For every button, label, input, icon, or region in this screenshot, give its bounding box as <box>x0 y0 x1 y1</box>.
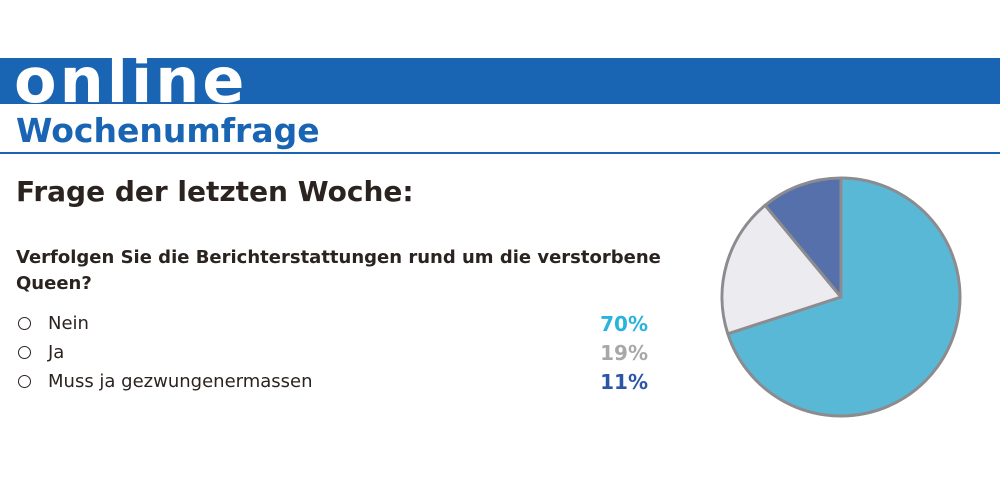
pie-slice-nein <box>726 176 962 418</box>
radio-icon[interactable] <box>18 317 31 330</box>
pie-slice-ja <box>720 203 843 336</box>
option-percent: 70% <box>600 312 648 336</box>
radio-icon[interactable] <box>18 346 31 359</box>
option-label: Ja <box>48 342 65 363</box>
poll-question: Verfolgen Sie die Berichterstattungen ru… <box>16 247 661 294</box>
option-nein[interactable]: Nein 70% <box>16 312 648 341</box>
option-ja[interactable]: Ja 19% <box>16 341 648 370</box>
pie-slice-muss <box>763 176 843 299</box>
option-percent: 11% <box>600 370 648 394</box>
pie-chart <box>720 176 962 418</box>
banner-title: online <box>14 58 248 104</box>
option-label: Muss ja gezwungenermassen <box>48 371 313 392</box>
option-percent: 19% <box>600 341 648 365</box>
poll-options: Nein 70% Ja 19% Muss ja gezwungenermasse… <box>16 312 648 399</box>
page-subtitle: Wochenumfrage <box>16 111 320 150</box>
option-label: Nein <box>48 313 89 334</box>
radio-icon[interactable] <box>18 375 31 388</box>
poll-heading: Frage der letzten Woche: <box>16 175 414 208</box>
header-banner: online <box>0 58 1000 104</box>
divider <box>0 152 1000 154</box>
option-muss[interactable]: Muss ja gezwungenermassen 11% <box>16 370 648 399</box>
